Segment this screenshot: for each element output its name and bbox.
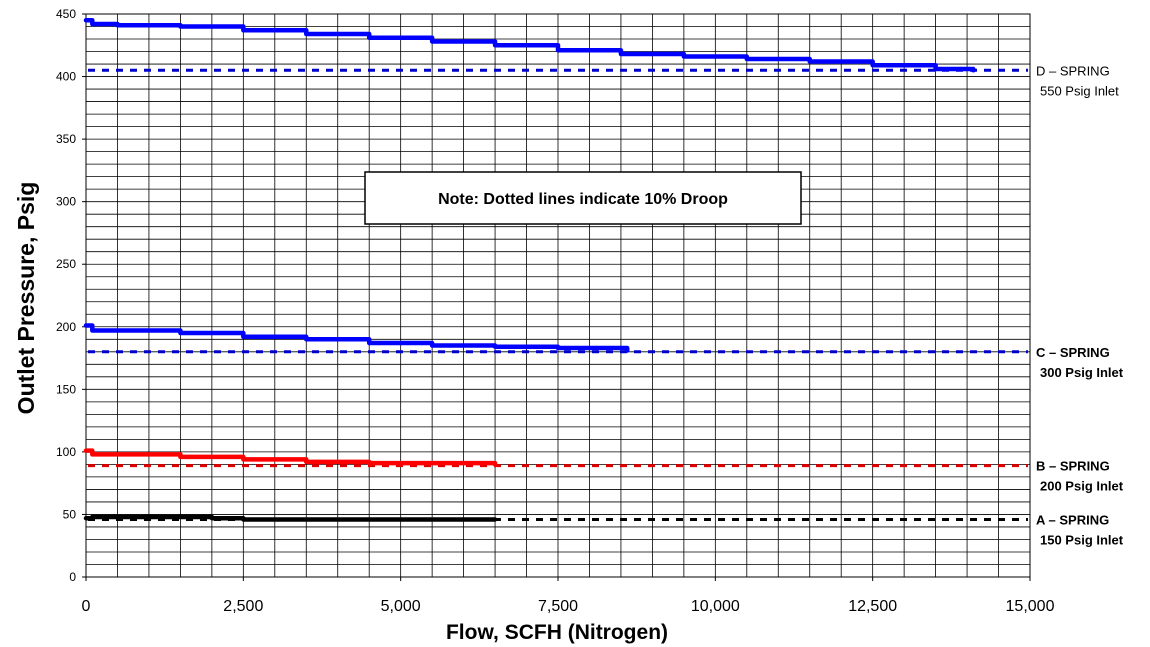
- y-axis-title: Outlet Pressure, Psig: [13, 182, 39, 415]
- note-box: Note: Dotted lines indicate 10% Droop: [364, 171, 802, 225]
- y-tick-label: 350: [56, 132, 76, 146]
- curve-label-c-title: C – SPRING: [1036, 345, 1110, 360]
- curve-label-c-inlet: 300 Psig Inlet: [1040, 365, 1124, 380]
- y-tick-label: 450: [56, 7, 76, 21]
- curve-label-a-title: A – SPRING: [1036, 512, 1109, 527]
- curve-label-b-title: B – SPRING: [1036, 459, 1110, 474]
- y-tick-label: 300: [56, 195, 76, 209]
- curve-label-b-inlet: 200 Psig Inlet: [1040, 479, 1124, 494]
- series-line-a: [83, 514, 498, 522]
- x-tick-label: 0: [82, 598, 91, 615]
- y-tick-label: 400: [56, 70, 76, 84]
- x-tick-label: 7,500: [538, 598, 578, 615]
- y-tick-label: 200: [56, 320, 76, 334]
- y-tick-label: 0: [69, 570, 76, 584]
- grid: [85, 13, 1031, 578]
- curve-label-d-inlet: 550 Psig Inlet: [1040, 83, 1119, 98]
- x-tick-label: 2,500: [223, 598, 263, 615]
- x-axis-title: Flow, SCFH (Nitrogen): [446, 621, 668, 644]
- note-text: Note: Dotted lines indicate 10% Droop: [438, 191, 728, 208]
- y-tick-label: 100: [56, 445, 76, 459]
- y-tick-label: 150: [56, 382, 76, 396]
- x-tick-label: 10,000: [691, 598, 740, 615]
- series-line-d: [83, 18, 976, 73]
- series-lines: [83, 18, 976, 522]
- x-axis: 0 2,500 5,000 7,500 10,000 12,500 15,000: [82, 577, 1055, 615]
- y-tick-label: 250: [56, 257, 76, 271]
- curve-label-d-title: D – SPRING: [1036, 63, 1110, 78]
- series-line-b: [83, 448, 498, 467]
- y-tick-label: 50: [63, 507, 77, 521]
- x-tick-label: 5,000: [381, 598, 421, 615]
- curve-labels: D – SPRING 550 Psig Inlet C – SPRING 300 Ps…: [1036, 63, 1124, 547]
- x-tick-label: 12,500: [848, 598, 897, 615]
- y-axis: 0 50 100 150 200 250 300 350 400 450: [56, 7, 86, 584]
- series-line-c: [83, 323, 630, 353]
- x-tick-label: 15,000: [1006, 598, 1055, 615]
- curve-label-a-inlet: 150 Psig Inlet: [1040, 532, 1124, 547]
